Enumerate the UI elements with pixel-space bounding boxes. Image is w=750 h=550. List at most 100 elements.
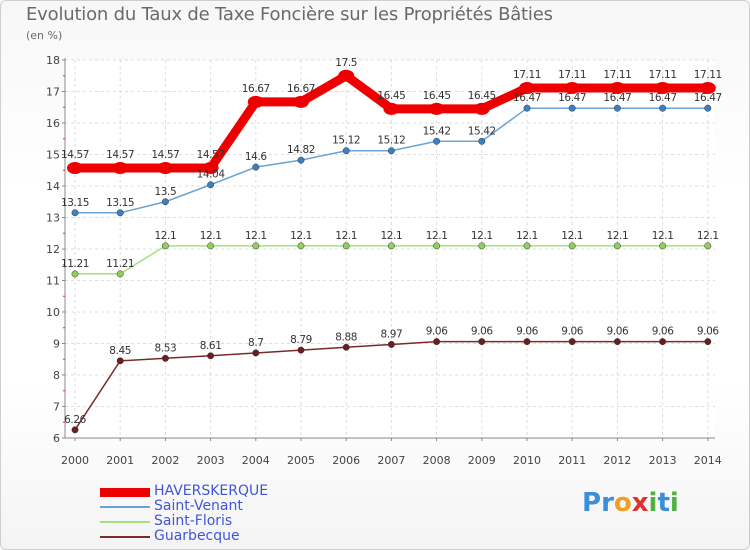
data-label: 17.11 (558, 69, 586, 81)
data-label: 16.67 (242, 83, 270, 95)
data-point (478, 242, 486, 250)
data-label: 12.1 (200, 230, 222, 242)
data-point (383, 102, 400, 115)
data-point (342, 343, 350, 351)
data-label: 16.47 (649, 92, 677, 104)
data-label: 14.57 (151, 149, 179, 161)
data-label: 12.1 (155, 230, 177, 242)
data-point (252, 349, 260, 357)
data-point (342, 242, 350, 250)
data-point (564, 82, 581, 95)
y-tick-label: 10 (46, 306, 60, 319)
data-label: 11.21 (61, 258, 89, 270)
data-label: 16.47 (603, 92, 631, 104)
y-tick-label: 16 (46, 117, 60, 130)
data-label: 15.42 (423, 125, 451, 137)
data-point (568, 242, 576, 250)
data-point (207, 181, 215, 189)
data-label: 15.12 (377, 135, 405, 147)
x-tick-label: 2001 (106, 454, 134, 467)
logo-letter: t (657, 488, 670, 518)
data-point (523, 338, 531, 346)
data-point (523, 242, 531, 250)
data-point (297, 156, 305, 164)
chart-title: Evolution du Taux de Taxe Foncière sur l… (26, 4, 553, 25)
legend-swatch (100, 487, 150, 497)
data-point (613, 104, 621, 112)
data-label: 12.1 (471, 230, 493, 242)
x-tick-label: 2009 (468, 454, 496, 467)
x-tick-label: 2012 (603, 454, 631, 467)
legend-swatch (100, 536, 150, 538)
data-labels-saint-floris: 11.21 11.21 12.1 12.1 12.1 12.1 12.1 12.1 12.1 12… (61, 230, 719, 270)
y-tick-label: 17 (46, 86, 60, 99)
x-tick-label: 2002 (151, 454, 179, 467)
data-label: 12.1 (652, 230, 674, 242)
data-label: 16.45 (377, 90, 405, 102)
data-label: 17.11 (649, 69, 677, 81)
data-label: 8.53 (155, 342, 177, 354)
legend-item: Saint-Venant (100, 498, 300, 514)
data-point (67, 162, 83, 175)
x-tick-label: 2010 (513, 454, 541, 467)
data-point (699, 82, 716, 95)
data-labels-saint-venant: 13.15 13.15 13.5 14.04 14.6 14.82 15.12 15.12 15… (61, 92, 722, 209)
data-point (116, 357, 124, 365)
y-tick-label: 7 (53, 401, 60, 414)
data-point (478, 338, 486, 346)
x-tick-label: 2006 (332, 454, 360, 467)
data-point (433, 137, 441, 145)
x-tick-label: 2004 (242, 454, 270, 467)
y-tick-label: 6 (53, 432, 60, 445)
data-point (473, 102, 490, 115)
data-point (428, 102, 445, 115)
data-label: 13.15 (106, 197, 134, 209)
data-point (613, 338, 621, 346)
data-point (478, 137, 486, 145)
data-label: 12.1 (607, 230, 629, 242)
data-point (387, 242, 395, 250)
series-saint-floris (71, 242, 712, 278)
series-guarbecque (71, 338, 712, 434)
data-label: 12.1 (426, 230, 448, 242)
data-point (252, 163, 260, 171)
data-point (659, 242, 667, 250)
data-label: 8.97 (381, 328, 403, 340)
data-point (387, 340, 395, 348)
data-point (387, 147, 395, 155)
y-tick-label: 11 (46, 275, 60, 288)
logo-letter: o (613, 488, 632, 518)
data-point (161, 354, 169, 362)
data-label: 12.1 (290, 230, 312, 242)
data-label: 12.1 (561, 230, 583, 242)
legend-swatch (100, 521, 150, 523)
data-point (252, 242, 260, 250)
data-point (609, 82, 626, 95)
data-point (247, 95, 264, 108)
y-tick-label: 8 (53, 369, 60, 382)
data-point (207, 352, 215, 360)
data-point (659, 104, 667, 112)
data-point (613, 242, 621, 250)
series-saint-venant (71, 104, 712, 217)
data-point (704, 242, 712, 250)
logo-letter: i (669, 488, 679, 518)
data-label: 9.06 (561, 326, 583, 338)
series-haverskerque (67, 69, 716, 175)
data-point (338, 69, 355, 82)
data-label: 12.1 (697, 230, 719, 242)
data-label: 6.26 (64, 414, 86, 426)
data-label: 9.06 (697, 326, 719, 338)
data-point (704, 104, 712, 112)
data-label: 16.47 (513, 92, 541, 104)
data-point (297, 346, 305, 354)
data-labels-haverskerque: 14.57 14.57 14.57 14.57 16.67 16.67 17.5 16.45 1… (61, 57, 722, 161)
y-tick-label: 9 (53, 338, 60, 351)
x-tick-label: 2008 (423, 454, 451, 467)
data-point (433, 242, 441, 250)
data-point (71, 209, 79, 217)
x-tick-label: 2007 (377, 454, 405, 467)
data-label: 15.42 (468, 125, 496, 137)
unit-label: (en %) (26, 29, 63, 42)
